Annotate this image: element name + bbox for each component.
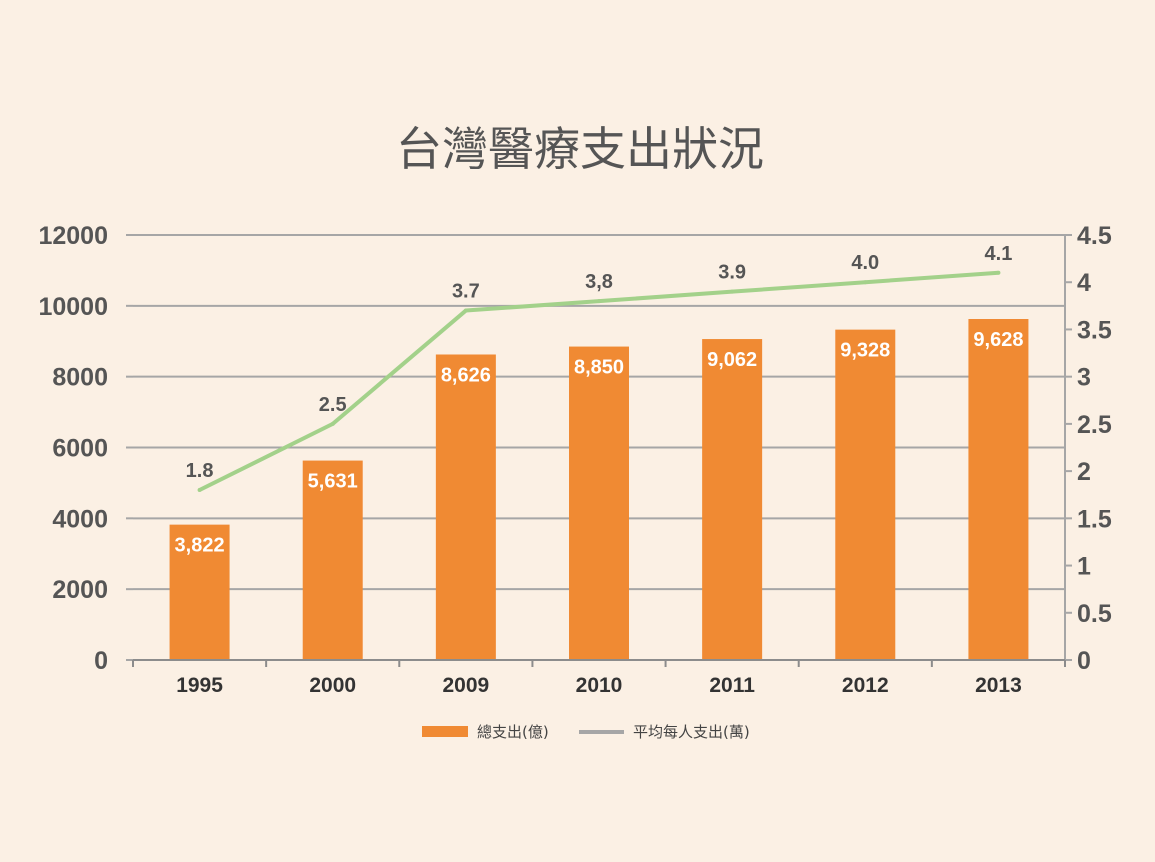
left-tick-label: 6000	[52, 435, 108, 463]
right-tick-label: 3.5	[1077, 316, 1112, 344]
bar	[569, 346, 629, 660]
line-point	[730, 289, 735, 294]
bar-value-label: 5,631	[308, 471, 358, 493]
x-tick-label: 2012	[842, 674, 889, 697]
right-tick-label: 2	[1077, 458, 1091, 486]
right-axis: 0 0.5 1 1.5 2 2.5 3 3.5 4 4.5	[1064, 222, 1112, 675]
chart-title: 台灣醫療支出狀況	[396, 122, 764, 176]
line-value-label: 3.9	[718, 262, 746, 284]
right-tick-label: 0	[1077, 647, 1091, 675]
line-point	[197, 488, 202, 492]
line-point	[996, 270, 1001, 275]
left-tick-label: 10000	[38, 293, 108, 321]
right-tick-label: 0.5	[1077, 600, 1112, 628]
line-point	[463, 308, 468, 313]
x-tick-label: 2010	[576, 674, 623, 697]
bar-value-label: 3,822	[175, 535, 225, 557]
x-tick-label: 2011	[709, 674, 755, 697]
x-tick-label: 1995	[176, 674, 223, 697]
x-axis: 1995 2000 2009 2010 2011 2012 2013	[132, 659, 1066, 697]
line-value-label: 3.7	[452, 281, 480, 303]
bar	[702, 339, 763, 660]
bar	[169, 524, 230, 660]
bar-value-label: 9,062	[707, 349, 757, 371]
line-series: 1.8 2.5 3.7 3,8 3.9 4.0 4.1	[186, 243, 1013, 492]
left-tick-label: 12000	[38, 222, 108, 250]
bar-value-label: 9,328	[840, 340, 890, 362]
x-tick-label: 2009	[442, 674, 489, 697]
bar	[835, 329, 896, 660]
line-value-label: 4.1	[985, 243, 1013, 265]
right-tick-label: 4.5	[1077, 222, 1112, 250]
right-tick-label: 4	[1077, 269, 1091, 297]
line-value-label: 3,8	[585, 271, 613, 293]
left-tick-label: 4000	[52, 505, 108, 533]
left-tick-label: 2000	[52, 576, 108, 604]
right-tick-label: 2.5	[1077, 411, 1112, 439]
line-point	[330, 421, 335, 426]
bar	[302, 460, 363, 660]
line-point	[863, 280, 868, 285]
right-tick-label: 3	[1077, 364, 1091, 392]
legend-swatch-bar	[422, 726, 468, 737]
bar-series: 3,822 5,631 8,626 8,850 9,062 9,328 9,628	[169, 319, 1029, 660]
line-point	[597, 299, 601, 304]
right-tick-label: 1.5	[1077, 505, 1112, 533]
bar-value-label: 9,628	[973, 329, 1023, 351]
bar	[968, 319, 1029, 660]
line-value-label: 1.8	[186, 460, 214, 482]
x-tick-label: 2000	[309, 674, 356, 697]
legend: 總支出(億) 平均每人支出(萬)	[422, 723, 750, 741]
bar-value-label: 8,850	[574, 357, 624, 379]
bar-value-label: 8,626	[441, 364, 491, 386]
legend-label-line: 平均每人支出(萬)	[633, 723, 750, 741]
left-axis: 0 2000 4000 6000 8000 10000 12000	[38, 222, 133, 675]
left-tick-label: 0	[94, 647, 108, 675]
line-value-label: 4.0	[851, 252, 879, 274]
right-tick-label: 1	[1077, 553, 1091, 581]
legend-swatch-line	[579, 730, 624, 734]
x-tick-label: 2013	[975, 674, 1022, 697]
left-tick-label: 8000	[52, 364, 108, 392]
line-value-label: 2.5	[319, 394, 347, 416]
legend-label-bar: 總支出(億)	[477, 723, 549, 741]
bar	[435, 354, 496, 660]
